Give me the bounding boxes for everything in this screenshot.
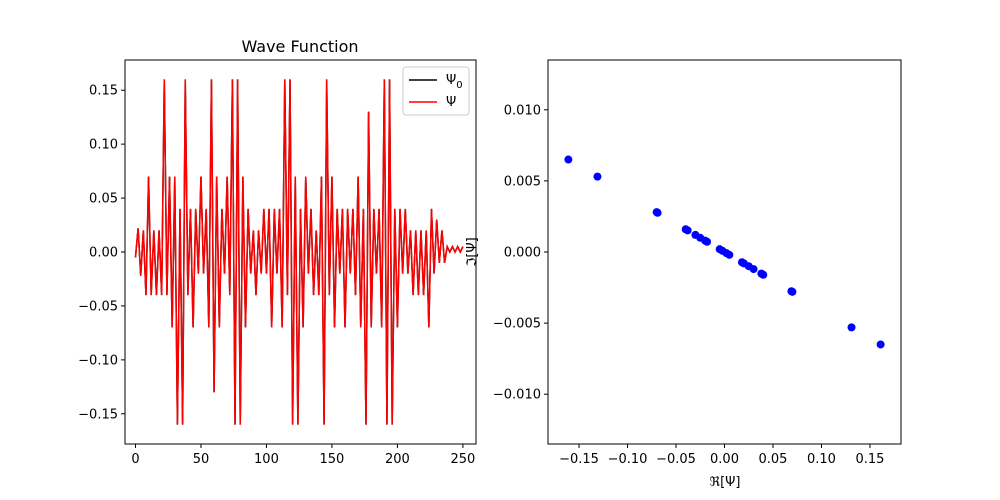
y-tick-label: 0.000	[504, 246, 541, 261]
legend-label-psi: Ψ	[446, 95, 456, 110]
right-y-axis-label: ℑ[Ψ]	[465, 237, 480, 266]
y-tick-label: −0.05	[78, 299, 118, 314]
legend: Ψ0 Ψ	[402, 66, 470, 116]
y-tick-label: 0.005	[504, 174, 541, 189]
x-tick-label: 0	[131, 452, 139, 467]
scatter-point	[788, 287, 797, 296]
scatter-point	[564, 155, 573, 164]
wave-function-panel: Wave Function 0 50 100 150 200 250 −0.15 −0.10 −…	[78, 37, 477, 467]
x-tick-label: −0.05	[656, 452, 696, 467]
y-tick-label: −0.010	[493, 388, 541, 403]
scatter-point	[876, 340, 885, 349]
scatter-point	[847, 323, 856, 332]
right-ticks: −0.15 −0.10 −0.05 0.00 0.05 0.10 0.15 −0.010 −0.…	[493, 103, 885, 467]
series-line-psi	[134, 79, 464, 425]
left-chart-title: Wave Function	[241, 37, 358, 56]
scatter-point	[653, 208, 662, 217]
x-tick-label: −0.10	[608, 452, 648, 467]
complex-plane-panel: −0.15 −0.10 −0.05 0.00 0.05 0.10 0.15 −0.010 −0.…	[465, 59, 902, 490]
x-tick-label: 100	[254, 452, 279, 467]
legend-box	[402, 66, 470, 116]
x-tick-label: −0.15	[559, 452, 599, 467]
legend-label-psi0-main: Ψ	[446, 73, 456, 88]
scatter-point	[749, 265, 758, 274]
scatter-point	[683, 226, 692, 235]
right-x-axis-label: ℜ[Ψ]	[710, 475, 741, 490]
x-tick-label: 150	[320, 452, 345, 467]
x-tick-label: 0.10	[807, 452, 836, 467]
legend-label-psi0-subscript: 0	[456, 80, 462, 91]
x-tick-label: 50	[193, 452, 210, 467]
y-tick-label: 0.010	[504, 103, 541, 118]
x-tick-label: 0.15	[855, 452, 884, 467]
scatter-point	[759, 270, 768, 279]
y-tick-label: 0.15	[89, 84, 118, 99]
scatter-point	[703, 237, 712, 246]
left-ticks: 0 50 100 150 200 250 −0.15 −0.10 −0.05 0.00 0.05 0.…	[78, 84, 475, 467]
y-tick-label: −0.10	[78, 353, 118, 368]
y-tick-label: 0.05	[89, 192, 118, 207]
x-tick-label: 250	[450, 452, 475, 467]
left-plot-area	[134, 79, 464, 425]
legend-label-psi0: Ψ0	[446, 73, 463, 91]
y-tick-label: −0.15	[78, 407, 118, 422]
scatter-point	[593, 172, 602, 181]
x-tick-label: 0.00	[710, 452, 739, 467]
y-tick-label: 0.00	[89, 246, 118, 261]
scatter-point	[725, 250, 734, 259]
right-plot-area	[564, 155, 885, 349]
y-tick-label: −0.005	[493, 317, 541, 332]
x-tick-label: 200	[385, 452, 410, 467]
y-tick-label: 0.10	[89, 138, 118, 153]
x-tick-label: 0.05	[759, 452, 788, 467]
